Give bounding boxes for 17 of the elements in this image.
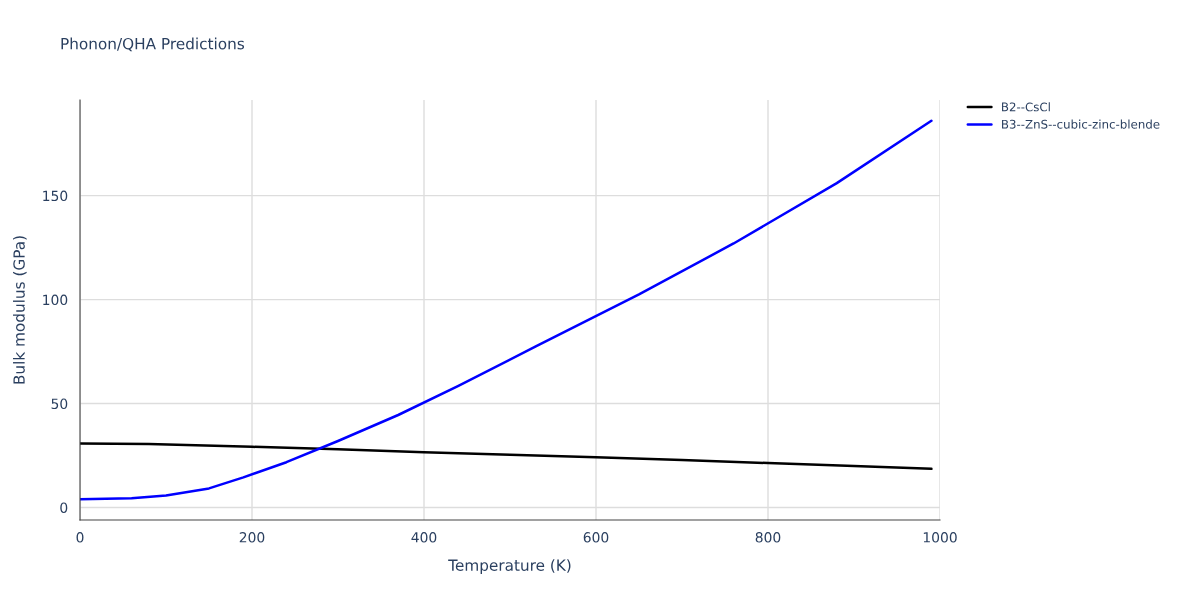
legend-label: B2--CsCl [1002, 102, 1050, 112]
y-axis-title: Bulk modulus (GPa) [13, 236, 27, 384]
legend-label: B3--ZnS--cubic-zinc-blende [1002, 119, 1160, 129]
x-tick-label: 400 [411, 532, 437, 543]
y-tick-label: 0 [60, 502, 68, 513]
x-tick-label: 1000 [923, 532, 957, 543]
line-series [80, 442, 933, 471]
x-tick-label: 600 [583, 532, 609, 543]
y-tick-label: 50 [51, 398, 68, 410]
x-tick-label: 0 [76, 532, 84, 543]
chart-title: Phonon/QHA Predictions [61, 37, 245, 52]
line-series [80, 119, 933, 501]
x-tick-label: 200 [239, 532, 265, 543]
y-tick-label: 100 [43, 294, 68, 306]
y-tick-label: 150 [43, 190, 68, 202]
x-tick-label: 800 [755, 532, 781, 543]
x-axis-title: Temperature (K) [448, 559, 571, 574]
